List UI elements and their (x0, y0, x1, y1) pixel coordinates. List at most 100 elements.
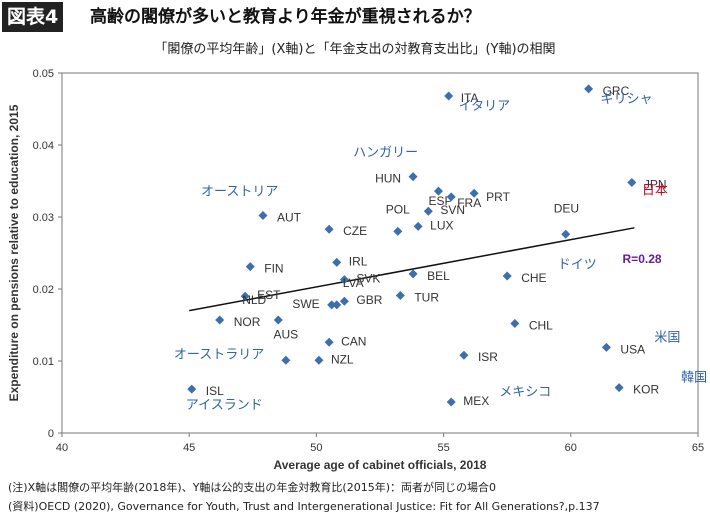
point-label-swe: SWE (292, 297, 319, 311)
data-point-nzl (314, 355, 324, 365)
point-label-hun: HUN (375, 172, 401, 186)
point-label-jp-ita: イタリア (459, 99, 510, 114)
data-point-nld (273, 315, 283, 325)
data-point-pol (393, 226, 403, 236)
point-label-fin: FIN (264, 262, 283, 276)
point-label-est: EST (257, 288, 281, 302)
point-label-isl: ISL (206, 384, 224, 398)
correlation-annotation: R=0.28 (623, 252, 662, 266)
data-point-deu (561, 229, 571, 239)
point-label-jp-aus: オーストラリア (174, 347, 264, 362)
data-point-swe (327, 300, 337, 310)
y-tick-label: 0.03 (33, 212, 54, 224)
point-label-nzl: NZL (331, 352, 354, 366)
x-axis-label: Average age of cabinet officials, 2018 (274, 458, 487, 472)
x-tick-label: 60 (565, 442, 577, 454)
data-point-can (324, 337, 334, 347)
point-label-pol: POL (386, 202, 410, 216)
point-label-kor: KOR (633, 383, 659, 397)
data-point-lva (332, 300, 342, 310)
data-point-tur (395, 290, 405, 300)
data-point-chl (510, 319, 520, 329)
point-label-lva: LVA (343, 276, 364, 290)
y-tick-label: 0.01 (33, 356, 54, 368)
data-point-svk (339, 275, 349, 285)
trend-line (189, 227, 635, 312)
figure-number-badge: 図表4 (2, 2, 64, 32)
data-point-ita (444, 91, 454, 101)
x-tick-label: 55 (437, 442, 449, 454)
point-label-jp-grc: ギリシャ (601, 92, 653, 107)
data-point-prt (469, 188, 479, 198)
point-label-gbr: GBR (356, 293, 382, 307)
data-point-fin (245, 262, 255, 272)
data-point-che (502, 271, 512, 281)
data-point-grc (584, 84, 594, 94)
point-label-chl: CHL (529, 319, 553, 333)
point-label-grc: GRC (603, 84, 630, 98)
point-label-nld: NLD (242, 293, 266, 307)
point-label-jp-mex: メキシコ (499, 385, 551, 400)
point-label-aut: AUT (277, 211, 302, 225)
point-label-svk: SVK (356, 272, 380, 286)
point-label-deu: DEU (554, 201, 579, 215)
data-point-svn (423, 206, 433, 216)
point-label-bel: BEL (427, 269, 450, 283)
data-point-bel (408, 269, 418, 279)
point-label-aus: AUS (274, 327, 299, 341)
figure-subtitle: 「閣僚の平均年齢」(X軸)と「年金支出の対教育支出比」(Y軸)の相関 (154, 42, 556, 57)
plot-area-frame (61, 72, 699, 434)
point-label-nor: NOR (234, 315, 261, 329)
data-point-usa (601, 342, 611, 352)
data-point-fra (446, 192, 456, 202)
point-label-svn: SVN (440, 203, 465, 217)
point-label-che: CHE (521, 271, 546, 285)
point-label-jp-hun: ハンガリー (353, 146, 418, 161)
point-label-lux: LUX (430, 218, 453, 232)
note-line: (注)X軸は閣僚の平均年齢(2018年)、Y軸は公的支出の年金対教育比(2015… (8, 481, 496, 494)
data-point-esp (434, 186, 444, 196)
y-tick-label: 0.04 (33, 140, 54, 152)
point-label-jp-usa: 米国 (654, 330, 680, 345)
data-point-aut (258, 211, 268, 221)
point-label-jp-kor: 韓国 (681, 371, 707, 386)
data-point-mex (446, 397, 456, 407)
point-label-jp-jpn: 日本 (642, 183, 668, 198)
point-label-jp-aut: オーストリア (201, 185, 278, 200)
data-point-aus (281, 355, 291, 365)
point-label-tur: TUR (414, 290, 439, 304)
data-point-jpn (627, 177, 637, 187)
point-label-usa: USA (620, 342, 645, 356)
point-label-cze: CZE (343, 224, 367, 238)
point-label-irl: IRL (349, 254, 368, 268)
data-point-cze (324, 224, 334, 234)
data-point-lux (413, 221, 423, 231)
y-tick-label: 0.02 (33, 284, 54, 296)
point-label-mex: MEX (463, 394, 489, 408)
figure-title: 高齢の閣僚が多いと教育より年金が重視されるか？ (90, 7, 481, 27)
x-tick-label: 65 (692, 442, 704, 454)
data-point-nor (215, 315, 225, 325)
x-tick-label: 40 (56, 442, 68, 454)
y-tick-label: 0.05 (33, 68, 54, 80)
x-tick-label: 45 (183, 442, 195, 454)
point-label-fra: FRA (457, 196, 481, 210)
figure-header: 図表4 高齢の閣僚が多いと教育より年金が重視されるか？ (2, 2, 708, 32)
x-tick-label: 50 (310, 442, 322, 454)
point-label-prt: PRT (486, 190, 510, 204)
point-label-jp-deu: ドイツ (558, 257, 597, 272)
y-axis-label: Expenditure on pensions relative to educ… (7, 104, 21, 401)
point-label-jp-isl: アイスランド (186, 398, 263, 413)
data-point-est (240, 291, 250, 301)
data-point-isl (187, 384, 197, 394)
data-point-gbr (339, 296, 349, 306)
source-line: (資料)OECD (2020), Governance for Youth, T… (8, 500, 600, 513)
data-point-irl (332, 257, 342, 267)
y-tick-label: 0 (48, 428, 54, 440)
data-point-hun (408, 172, 418, 182)
point-label-esp: ESP (429, 194, 453, 208)
figure-notes: (注)X軸は閣僚の平均年齢(2018年)、Y軸は公的支出の年金対教育比(2015… (8, 478, 708, 516)
point-label-isr: ISR (478, 350, 498, 364)
point-label-ita: ITA (461, 91, 479, 105)
